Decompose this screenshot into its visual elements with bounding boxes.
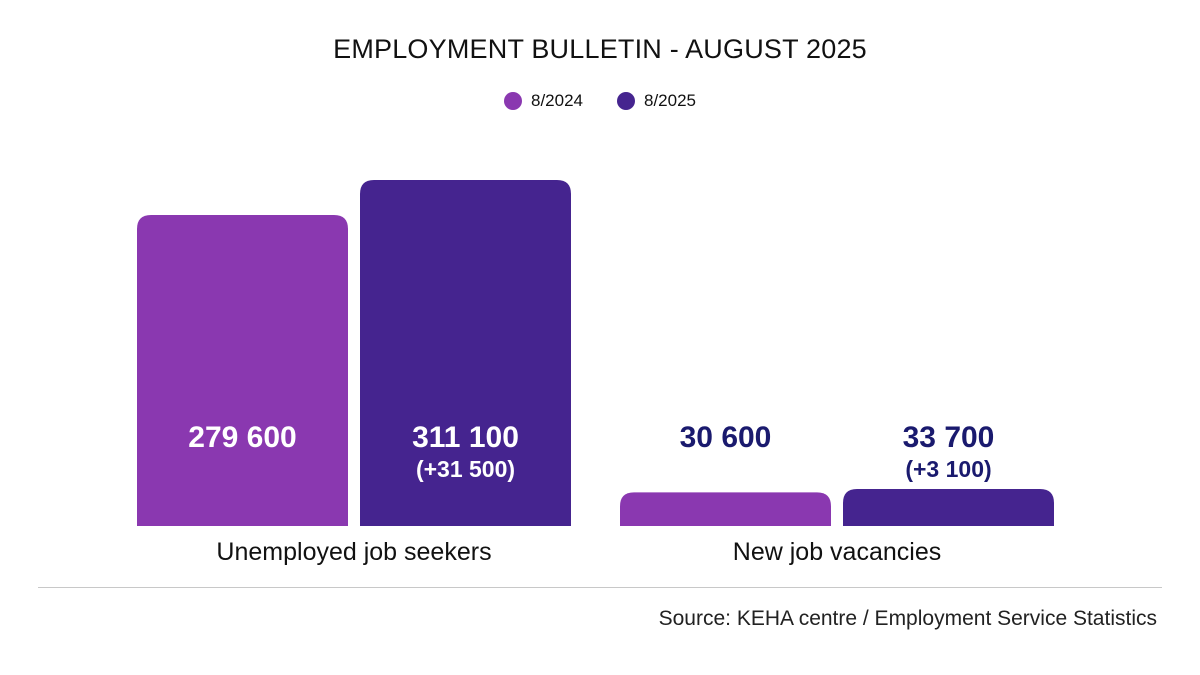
bar-1-0 <box>620 492 831 526</box>
chart-legend: 8/2024 8/2025 <box>0 91 1200 111</box>
bar-0-1 <box>360 180 571 526</box>
bar-0-0 <box>137 215 348 526</box>
bar-1-1 <box>843 489 1054 526</box>
value-label-0-1: 311 100 <box>412 421 519 454</box>
legend-item-2024: 8/2024 <box>504 91 583 111</box>
legend-swatch-2024 <box>504 92 522 110</box>
change-label-0-1: (+31 500) <box>416 456 515 482</box>
value-label-1-1: 33 700 <box>903 421 995 454</box>
legend-label-2024: 8/2024 <box>531 91 583 110</box>
chart-title: EMPLOYMENT BULLETIN - AUGUST 2025 <box>333 34 867 64</box>
change-label-1-1: (+3 100) <box>905 456 991 482</box>
value-label-1-0: 30 600 <box>680 421 772 454</box>
legend-item-2025: 8/2025 <box>617 91 696 111</box>
legend-swatch-2025 <box>617 92 635 110</box>
value-label-0-0: 279 600 <box>188 421 296 454</box>
category-label-0: Unemployed job seekers <box>216 538 491 566</box>
footer-divider <box>38 587 1162 588</box>
source-note: Source: KEHA centre / Employment Service… <box>658 607 1157 630</box>
legend-label-2025: 8/2025 <box>644 91 696 110</box>
category-label-1: New job vacancies <box>733 538 941 566</box>
